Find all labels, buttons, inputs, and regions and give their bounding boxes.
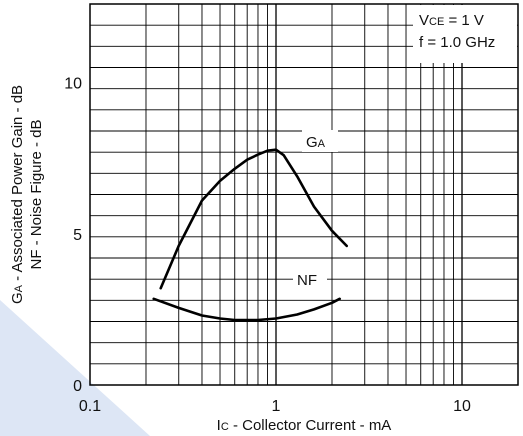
y-axis-label: GA - Associated Power Gain - dB NF - Nois… (9, 85, 45, 304)
series-line-0 (159, 148, 348, 290)
y-axis-label-line1: GA - Associated Power Gain - dB (9, 85, 26, 304)
nf-label-bg (293, 269, 327, 289)
tick-labels: 0.1 1 10 0 5 10 (64, 76, 471, 415)
series-labels: GA NF (293, 130, 338, 289)
x-tick-label: 10 (453, 398, 471, 415)
series-label-ga: GA (306, 134, 326, 151)
series-label-nf: NF (297, 272, 317, 289)
y-axis-label-line2: NF - Noise Figure - dB (28, 119, 45, 269)
y-tick-label: 0 (73, 378, 82, 395)
y-tick-label: 5 (73, 227, 82, 244)
x-tick-label: 0.1 (79, 398, 101, 415)
plot-frame (89, 3, 519, 386)
condition-text: VCE = 1 V (419, 12, 484, 29)
x-tick-label: 1 (272, 398, 281, 415)
series-layer (152, 148, 348, 322)
y-tick-label: 10 (64, 76, 82, 93)
watermark (0, 300, 150, 436)
ga-label-bg (302, 130, 338, 152)
conditions-box: VCE = 1 V f = 1.0 GHz (413, 5, 517, 63)
series-line-1 (152, 297, 341, 322)
x-axis-label: IC - Collector Current - mA (217, 417, 392, 434)
condition-text: f = 1.0 GHz (419, 34, 495, 51)
conditions-background (413, 5, 517, 63)
